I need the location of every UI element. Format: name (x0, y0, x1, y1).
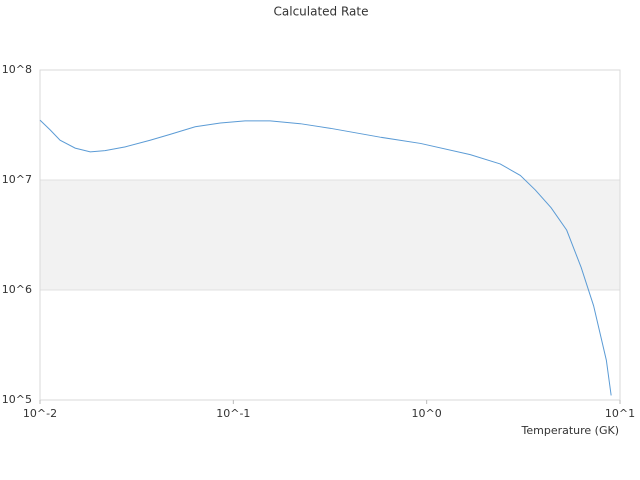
y-tick-label: 10^7 (2, 173, 32, 186)
x-tick-label: 10^0 (412, 407, 442, 420)
chart-title: Calculated Rate (274, 5, 369, 19)
y-tick-label: 10^8 (2, 63, 32, 76)
line (39, 119, 612, 396)
x-tick-label: 10^-1 (216, 407, 250, 420)
x-tick-label: 10^-2 (23, 407, 57, 420)
plot-band (40, 180, 620, 290)
y-tick-label: 10^6 (2, 283, 32, 296)
x-axis-label: Temperature (GK) (521, 424, 620, 437)
plot-border (39, 69, 621, 401)
y-tick-label: 10^5 (2, 393, 32, 406)
x-tick-label: 10^1 (605, 407, 635, 420)
